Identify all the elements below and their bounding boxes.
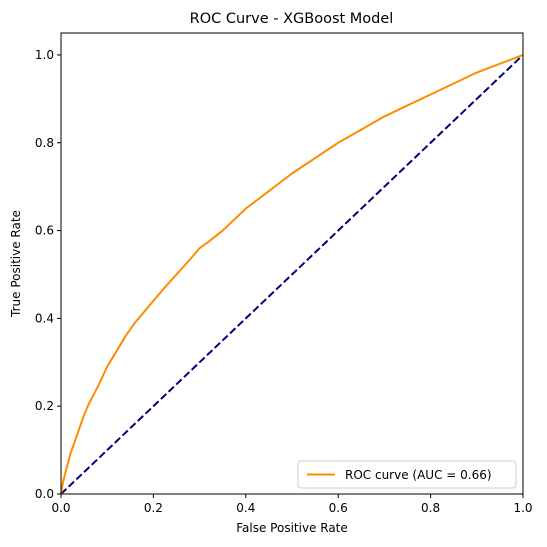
y-tick-label: 0.8 xyxy=(35,136,54,150)
x-axis-label: False Positive Rate xyxy=(236,521,348,535)
x-tick-label: 0.8 xyxy=(421,501,440,515)
x-tick-label: 0.2 xyxy=(144,501,163,515)
x-tick-label: 0.4 xyxy=(236,501,255,515)
legend-box xyxy=(297,460,517,489)
x-axis-ticks: 0.0 0.2 0.4 0.6 0.8 1.0 xyxy=(51,494,533,515)
legend: ROC curve (AUC = 0.66) xyxy=(297,460,517,489)
legend-label-roc: ROC curve (AUC = 0.66) xyxy=(345,468,492,482)
x-tick-label: 0.0 xyxy=(51,501,70,515)
plot-frame xyxy=(60,32,524,495)
chance-diagonal-line xyxy=(60,54,524,495)
chart-title: ROC Curve - XGBoost Model xyxy=(190,11,394,27)
y-axis-ticks: 0.0 0.2 0.4 0.6 0.8 1.0 xyxy=(35,48,61,501)
y-tick-label: 1.0 xyxy=(35,48,54,62)
y-axis-label: True Positive Rate xyxy=(9,210,23,318)
x-tick-label: 1.0 xyxy=(513,501,532,515)
series-layer xyxy=(60,54,524,495)
y-tick-label: 0.6 xyxy=(35,224,54,238)
y-tick-label: 0.2 xyxy=(35,399,54,413)
y-tick-label: 0.4 xyxy=(35,311,54,325)
x-tick-label: 0.6 xyxy=(329,501,348,515)
roc-curve-line xyxy=(60,54,524,495)
y-tick-label: 0.0 xyxy=(35,487,54,501)
